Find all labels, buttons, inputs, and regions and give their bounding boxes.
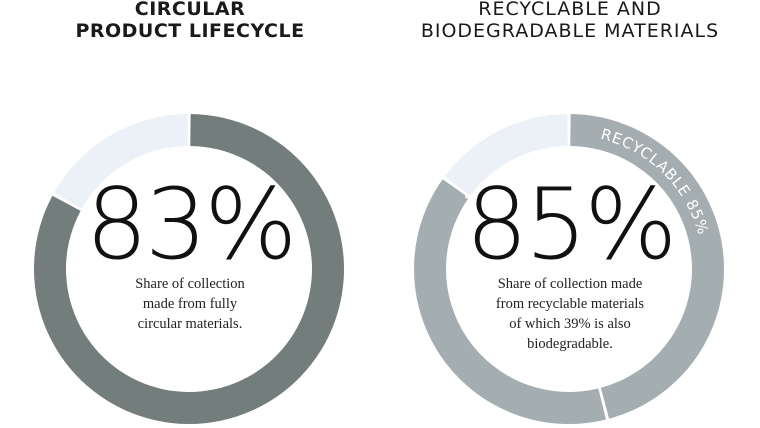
chart-title: RECYCLABLE AND BIODEGRADABLE MATERIALS — [380, 0, 760, 42]
chart-title-line-2: BIODEGRADABLE MATERIALS — [420, 20, 720, 42]
slice-remainder — [444, 114, 568, 196]
chart-title-line-2: PRODUCT LIFECYCLE — [75, 20, 305, 42]
center-value: 85% — [465, 168, 678, 282]
slice-biodegradable — [414, 179, 606, 424]
caption-line-3: of which 39% is also — [509, 316, 631, 332]
slice-recyclable — [570, 114, 724, 419]
caption-line-4: biodegradable. — [527, 336, 613, 352]
recyclable-materials-panel: RECYCLABLE AND BIODEGRADABLE MATERIALS R… — [380, 0, 760, 428]
slice-remainder — [53, 114, 188, 209]
chart-caption: Share of collection made from recyclable… — [380, 274, 760, 354]
circular-donut-chart — [33, 114, 344, 425]
chart-title-line-1: CIRCULAR — [134, 0, 246, 20]
caption-line-3: circular materials. — [137, 316, 243, 332]
chart-title-line-1: RECYCLABLE AND — [478, 0, 662, 20]
chart-caption: Share of collection made from fully circ… — [0, 274, 380, 334]
center-value: 83% — [85, 168, 298, 282]
circular-lifecycle-panel: CIRCULAR PRODUCT LIFECYCLE 83% Share of … — [0, 0, 380, 425]
caption-line-1: Share of collection made — [497, 276, 643, 292]
recyclable-donut-chart: RECYCLABLE 85%BIODEGRADABLE 39% — [414, 114, 724, 424]
caption-line-2: from recyclable materials — [495, 296, 645, 312]
caption-line-2: made from fully — [142, 296, 238, 312]
chart-title: CIRCULAR PRODUCT LIFECYCLE — [0, 0, 380, 42]
caption-line-1: Share of collection — [135, 276, 245, 292]
